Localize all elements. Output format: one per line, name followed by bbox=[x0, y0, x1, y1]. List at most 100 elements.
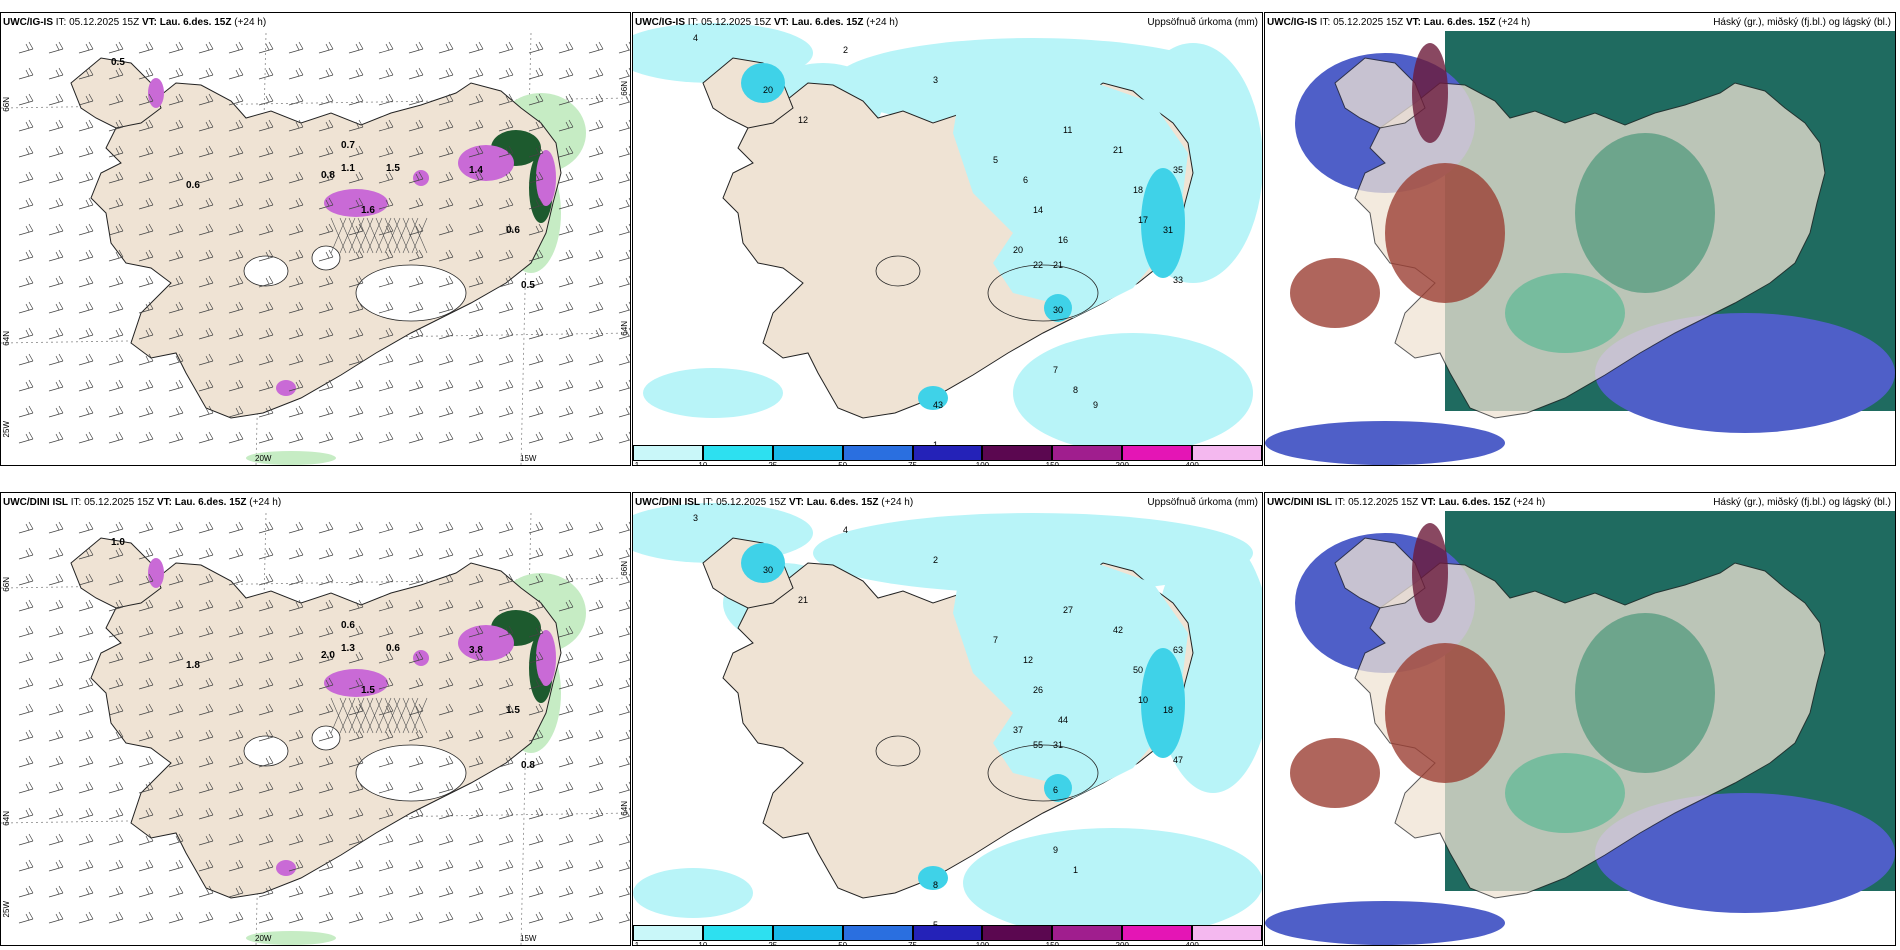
wind-barb bbox=[258, 573, 274, 586]
wind-barb bbox=[108, 625, 124, 638]
low-cloud-area bbox=[1385, 163, 1505, 303]
wind-barb bbox=[588, 223, 604, 236]
panel-header: UWC/IG-IS IT: 05.12.2025 15Z VT: Lau. 6.… bbox=[635, 17, 898, 28]
wind-barb bbox=[318, 807, 334, 820]
wind-barb bbox=[558, 651, 574, 664]
vt-value: Lau. 6.des. 15Z bbox=[806, 497, 879, 508]
wind-barb bbox=[78, 677, 94, 690]
lead-time: (+24 h) bbox=[1498, 17, 1531, 28]
wind-barb bbox=[18, 197, 34, 210]
wind-barb bbox=[528, 833, 544, 846]
wind-barb bbox=[528, 431, 544, 444]
wind-barb bbox=[48, 755, 64, 768]
wind-barb bbox=[348, 547, 364, 560]
vt-label: VT: bbox=[141, 17, 157, 28]
wind-barb bbox=[48, 67, 64, 80]
precip-value-label: 12 bbox=[1023, 655, 1033, 665]
precip-value-label: 30 bbox=[763, 565, 773, 575]
model-name: UWC/IG-IS bbox=[1267, 17, 1317, 28]
precip-value-label: 20 bbox=[1013, 245, 1023, 255]
wind-barb bbox=[588, 119, 604, 132]
wind-barb bbox=[618, 353, 630, 366]
wind-barb bbox=[558, 573, 574, 586]
wind-barb bbox=[228, 145, 244, 158]
wind-barb bbox=[198, 275, 214, 288]
wind-barb bbox=[438, 405, 454, 418]
wind-barb bbox=[528, 379, 544, 392]
wind-barb bbox=[348, 859, 364, 872]
glacier bbox=[243, 255, 289, 287]
wind-barb bbox=[78, 249, 94, 262]
wind-barb bbox=[348, 145, 364, 158]
wind-barb bbox=[138, 729, 154, 742]
precip-value-label: 43 bbox=[933, 400, 943, 410]
wind-barb bbox=[198, 651, 214, 664]
precip-value-label: 3 bbox=[693, 513, 698, 523]
wind-barb bbox=[318, 885, 334, 898]
panel-header: UWC/DINI ISL IT: 05.12.2025 15Z VT: Lau.… bbox=[635, 497, 913, 508]
vt-label: VT: bbox=[773, 17, 789, 28]
precip-area bbox=[246, 451, 336, 465]
wind-barb bbox=[228, 353, 244, 366]
wind-barb bbox=[558, 379, 574, 392]
wind-barb bbox=[378, 911, 394, 924]
wind-barb bbox=[108, 651, 124, 664]
wind-barb bbox=[108, 547, 124, 560]
wind-barb bbox=[558, 353, 574, 366]
precip-core bbox=[741, 63, 785, 103]
wind-barb bbox=[168, 327, 184, 340]
wind-barb bbox=[108, 677, 124, 690]
wind-barb bbox=[138, 275, 154, 288]
wind-barb bbox=[498, 651, 514, 664]
panel-dini-cloud: UWC/DINI ISL IT: 05.12.2025 15Z VT: Lau.… bbox=[1264, 492, 1896, 946]
wind-barb bbox=[108, 807, 124, 820]
wind-barb bbox=[378, 547, 394, 560]
wind-barb bbox=[48, 625, 64, 638]
wind-barb bbox=[558, 755, 574, 768]
wind-barb bbox=[198, 171, 214, 184]
wind-barb bbox=[258, 625, 274, 638]
wind-barb bbox=[138, 301, 154, 314]
precip-core bbox=[918, 866, 948, 890]
wind-barb bbox=[198, 547, 214, 560]
wind-barb bbox=[468, 405, 484, 418]
wind-barb bbox=[228, 781, 244, 794]
wind-barb bbox=[18, 547, 34, 560]
precip-value-label: 0.6 bbox=[506, 225, 520, 236]
hatch-line bbox=[402, 217, 419, 254]
glacier bbox=[311, 245, 341, 271]
wind-barb bbox=[18, 859, 34, 872]
wind-barb bbox=[498, 885, 514, 898]
wind-barb bbox=[408, 327, 424, 340]
colorbar-swatch bbox=[912, 925, 983, 941]
wind-barb bbox=[348, 327, 364, 340]
precip-value-label: 7 bbox=[1053, 365, 1058, 375]
model-name: UWC/DINI ISL bbox=[3, 497, 68, 508]
wind-barb bbox=[288, 353, 304, 366]
wind-barb bbox=[588, 521, 604, 534]
wind-barb bbox=[78, 885, 94, 898]
wind-barb bbox=[258, 547, 274, 560]
wind-barb bbox=[528, 625, 544, 638]
wind-barb bbox=[18, 327, 34, 340]
wind-barb bbox=[228, 625, 244, 638]
wind-barb bbox=[438, 625, 454, 638]
wind-barb bbox=[408, 119, 424, 132]
wind-barb bbox=[138, 781, 154, 794]
wind-barb bbox=[558, 249, 574, 262]
precip-value-label: 1.5 bbox=[386, 163, 400, 174]
wind-barb bbox=[468, 547, 484, 560]
wind-barb bbox=[228, 651, 244, 664]
wind-barb bbox=[378, 521, 394, 534]
wind-barb bbox=[468, 859, 484, 872]
wind-barb bbox=[318, 249, 334, 262]
low-cloud-area bbox=[1412, 43, 1448, 143]
wind-barb bbox=[408, 171, 424, 184]
wind-barb bbox=[228, 547, 244, 560]
wind-barb bbox=[318, 521, 334, 534]
precip-core bbox=[741, 543, 785, 583]
wind-barb bbox=[18, 223, 34, 236]
colorbar-swatch bbox=[1052, 445, 1123, 461]
precip-core bbox=[536, 630, 556, 686]
wind-barb bbox=[408, 521, 424, 534]
